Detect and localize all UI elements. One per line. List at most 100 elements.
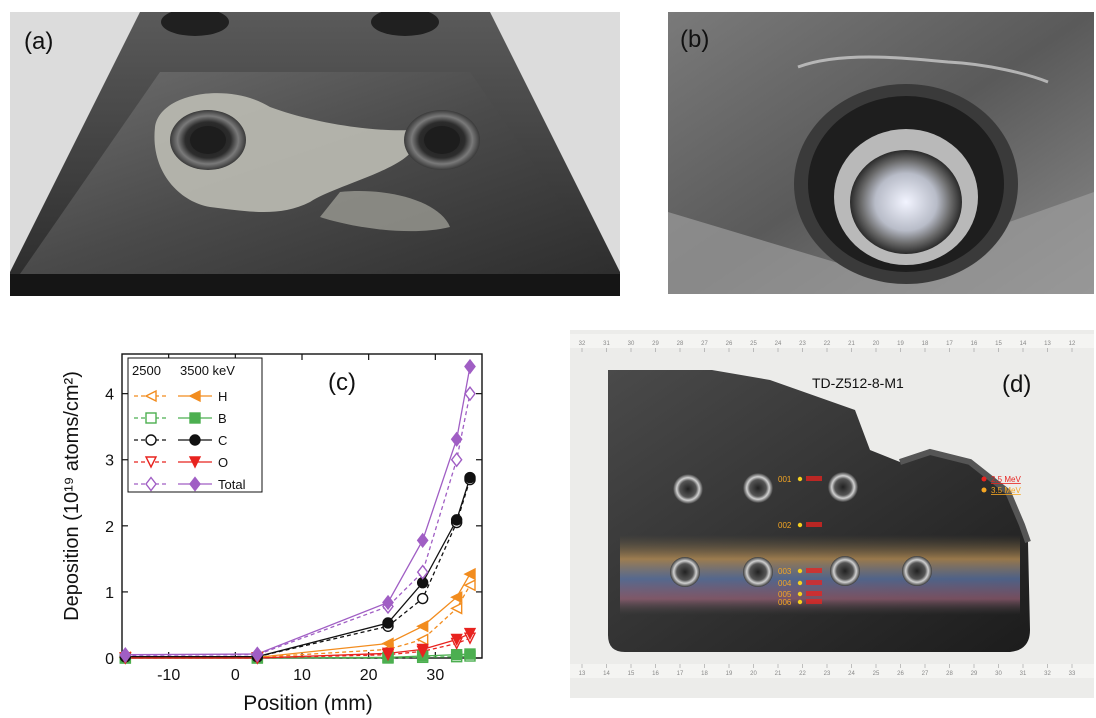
energy-legend-dot-3.5	[981, 487, 987, 493]
panel-label-b: (b)	[680, 26, 710, 53]
legend-header-3500: 3500 keV	[180, 363, 235, 378]
ruler-top-label: 29	[652, 341, 659, 347]
ruler-bottom-label: 18	[701, 671, 708, 677]
data-point-c-2500	[416, 592, 429, 605]
ruler-bottom-label: 29	[971, 671, 978, 677]
ruler-bottom-label: 27	[922, 671, 929, 677]
x-tick-label: 10	[293, 667, 311, 684]
legend-marker-open-c	[145, 434, 157, 446]
legend-label-c: C	[218, 433, 227, 448]
ruler-bottom: 13 14 15 16 17 18 19 20 21 22 23 24 25 26 27 28 29 30 31 32…	[579, 664, 1076, 677]
ruler-bottom-label: 28	[946, 671, 953, 677]
ruler-top: 32 31 30 29 28 27 26 25 24 23 22 21 20 19 18 17 16 15 14 13…	[579, 341, 1076, 352]
energy-legend-label-3.5: 3.5 MeV	[991, 486, 1021, 495]
data-point-c-3500	[464, 471, 476, 484]
y-tick-label: 4	[105, 387, 114, 404]
legend-label-b: B	[218, 411, 227, 426]
ruler-bottom-label: 17	[677, 671, 684, 677]
data-point-total-3500	[382, 594, 394, 611]
data-point-total-3500	[251, 646, 264, 662]
legend-marker-filled-b	[189, 412, 201, 424]
point-scratch-005	[806, 591, 822, 596]
data-point-o-3500	[381, 647, 395, 660]
legend-header-2500: 2500	[132, 363, 161, 378]
data-point-total-2500	[416, 564, 429, 580]
ruler-top-label: 12	[1069, 341, 1076, 347]
series-line-h-2500	[125, 584, 471, 658]
point-label-002: 002	[778, 521, 792, 530]
data-point-b-3500	[450, 648, 463, 661]
x-tick-label: 0	[231, 667, 240, 684]
point-scratch-003	[806, 568, 822, 573]
data-point-h-2500	[463, 579, 476, 592]
data-point-o-3500	[450, 633, 463, 647]
ruler-top-label: 17	[946, 341, 953, 347]
ruler-top-label: 19	[897, 341, 904, 347]
ruler-bottom-label: 24	[848, 671, 855, 677]
ruler-top-label: 21	[848, 341, 855, 347]
legend-label-h: H	[218, 389, 227, 404]
ruler-top-label: 22	[824, 341, 831, 347]
data-point-h-3500	[463, 567, 476, 581]
data-point-h-3500	[381, 637, 394, 650]
data-point-o-3500	[416, 643, 429, 656]
point-marker-006	[797, 599, 803, 605]
series-line-total-2500	[125, 393, 471, 657]
ruler-top-label: 20	[873, 341, 880, 347]
ruler-top-label: 16	[971, 341, 978, 347]
series-line-o-2500	[125, 637, 471, 659]
ruler-bottom-label: 13	[579, 671, 586, 677]
ruler-top-label: 28	[677, 341, 684, 347]
chart-series-lines	[125, 366, 471, 659]
data-point-h-3500	[450, 591, 463, 604]
tile-photo	[10, 12, 620, 296]
ruler-bottom-label: 15	[628, 671, 635, 677]
photo-panel-a: (a)	[10, 12, 620, 296]
y-axis-label: Deposition (10¹⁹ atoms/cm²)	[61, 371, 83, 621]
ruler-bottom-label: 32	[1044, 671, 1051, 677]
ruler-bottom-label: 21	[775, 671, 782, 677]
panel-label-a: (a)	[24, 28, 54, 55]
ruler-bottom-label: 30	[995, 671, 1002, 677]
ruler-top-label: 27	[701, 341, 708, 347]
point-marker-004	[797, 580, 803, 586]
series-line-b-2500	[125, 655, 471, 659]
ruler-top-label: 18	[922, 341, 929, 347]
data-point-b-3500	[464, 648, 476, 660]
point-marker-005	[797, 591, 803, 597]
point-label-004: 004	[778, 579, 792, 588]
ruler-top-label: 25	[750, 341, 757, 347]
x-tick-label: 20	[360, 667, 378, 684]
legend-label-total: Total	[218, 477, 246, 492]
point-label-001: 001	[778, 475, 792, 484]
y-tick-label: 1	[105, 585, 114, 602]
specimen-photo: 32 31 30 29 28 27 26 25 24 23 22 21 20 19 18 17 16 15 14 13…	[570, 330, 1094, 698]
data-point-total-3500	[464, 358, 476, 375]
data-point-c-3500	[382, 617, 394, 629]
data-point-total-2500	[450, 452, 463, 468]
legend-marker-open-o	[144, 456, 158, 469]
ruler-top-label: 15	[995, 341, 1002, 347]
y-tick-label: 3	[105, 453, 114, 470]
point-marker-001	[797, 476, 803, 482]
ruler-top-label: 32	[579, 341, 586, 347]
point-scratch-006	[806, 599, 822, 604]
data-point-total-3500	[119, 647, 132, 663]
legend-marker-open-h	[144, 389, 157, 403]
ruler-top-label: 24	[775, 341, 782, 347]
legend-marker-open-b	[145, 412, 157, 424]
point-scratch-001	[806, 476, 822, 481]
data-point-total-3500	[416, 532, 429, 549]
x-axis-label: Position (mm)	[243, 692, 373, 715]
ruler-bottom-label: 20	[750, 671, 757, 677]
energy-legend-dot-2.5	[981, 476, 987, 482]
legend-marker-filled-h	[188, 389, 201, 403]
series-line-total-3500	[125, 366, 471, 656]
ruler-bottom-label: 33	[1069, 671, 1076, 677]
legend-marker-filled-total	[189, 476, 201, 492]
energy-legend-label-2.5: 2.5 MeV	[991, 475, 1021, 484]
legend-label-o: O	[218, 455, 228, 470]
y-tick-label: 2	[105, 519, 114, 536]
